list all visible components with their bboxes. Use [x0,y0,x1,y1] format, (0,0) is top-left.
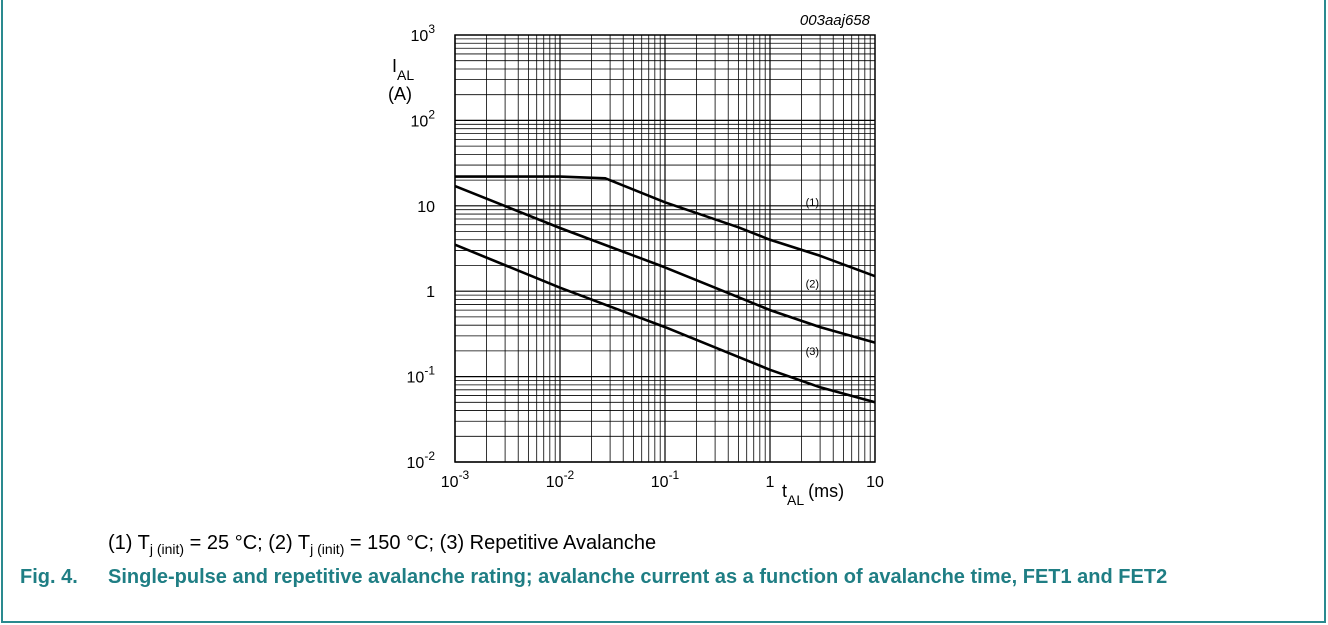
x-axis-unit: (ms) [808,481,844,501]
x-tick-label: 10 [866,474,884,491]
y-tick-label: 10-1 [407,364,436,387]
plot-area-border [454,34,876,463]
legend-item-1: (1) Tj (init) = 25 °C; [108,532,263,557]
avalanche-chart: (1)(2)(3) 10-3 10-2 10-1 1 1010-210-11101021… [388,12,884,508]
curve-series-1 [455,175,876,278]
x-axis-symbol: t [782,481,787,501]
x-tick-label: 10-3 [441,468,470,491]
y-tick-label: 10-2 [407,449,436,472]
curve-series-2 [454,184,876,344]
y-tick-label: 10 [417,199,435,216]
series-label-3: (3) [806,346,819,358]
y-axis-subscript: AL [397,67,414,83]
x-tick-label: 1 [766,474,775,491]
x-axis-label: tAL (ms) [782,481,844,508]
figure-caption: Fig. 4. Single-pulse and repetitive avala… [20,565,1310,590]
x-tick-label: 10-1 [651,468,680,491]
series-label-2: (2) [806,279,819,291]
y-axis-symbol: I [392,56,397,76]
x-tick-label: 10-2 [546,468,575,491]
x-axis-subscript: AL [787,492,804,508]
y-tick-label: 1 [426,284,435,301]
y-axis-unit: (A) [388,84,412,104]
svg-text:IAL: IAL [392,56,414,83]
curve-legend: (1) Tj (init) = 25 °C; (2) Tj (init) = 1… [108,532,656,557]
y-axis-label: IAL (A) [388,56,414,104]
y-tick-label: 102 [411,107,436,130]
chart-grid [454,35,875,463]
y-tick-label: 103 [411,22,436,45]
legend-item-2: (2) Tj (init) = 150 °C; [268,532,435,557]
curves: (1) (2) (3) [454,175,876,404]
legend-item-3: (3) Repetitive Avalanche [439,532,657,554]
figure-code: 003aaj658 [800,12,871,29]
figure-caption-text: Single-pulse and repetitive avalanche ra… [108,566,1168,588]
series-label-1: (1) [806,197,819,209]
figure-number: Fig. 4. [20,566,78,588]
curve-series-3 [454,243,876,404]
svg-text:tAL(ms): tAL (ms) [782,481,844,508]
